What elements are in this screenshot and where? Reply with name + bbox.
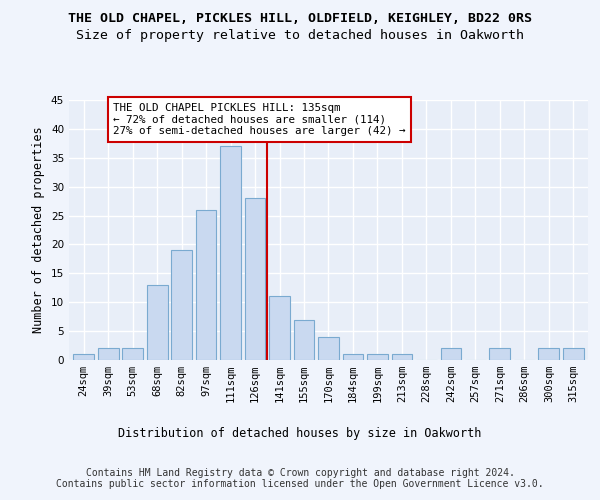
Bar [538, 348, 559, 360]
Text: Distribution of detached houses by size in Oakworth: Distribution of detached houses by size … [118, 428, 482, 440]
Bar [147, 285, 167, 360]
Bar [196, 210, 217, 360]
Bar [563, 348, 584, 360]
Bar [171, 250, 192, 360]
Bar [220, 146, 241, 360]
Bar [293, 320, 314, 360]
Bar [73, 354, 94, 360]
Bar [122, 348, 143, 360]
Bar [490, 348, 510, 360]
Text: THE OLD CHAPEL, PICKLES HILL, OLDFIELD, KEIGHLEY, BD22 0RS: THE OLD CHAPEL, PICKLES HILL, OLDFIELD, … [68, 12, 532, 26]
Bar [367, 354, 388, 360]
Text: Contains HM Land Registry data © Crown copyright and database right 2024.
Contai: Contains HM Land Registry data © Crown c… [56, 468, 544, 489]
Text: THE OLD CHAPEL PICKLES HILL: 135sqm
← 72% of detached houses are smaller (114)
2: THE OLD CHAPEL PICKLES HILL: 135sqm ← 72… [113, 103, 406, 136]
Bar [440, 348, 461, 360]
Y-axis label: Number of detached properties: Number of detached properties [32, 126, 46, 334]
Bar [318, 337, 339, 360]
Text: Size of property relative to detached houses in Oakworth: Size of property relative to detached ho… [76, 29, 524, 42]
Bar [343, 354, 364, 360]
Bar [245, 198, 265, 360]
Bar [392, 354, 412, 360]
Bar [98, 348, 119, 360]
Bar [269, 296, 290, 360]
